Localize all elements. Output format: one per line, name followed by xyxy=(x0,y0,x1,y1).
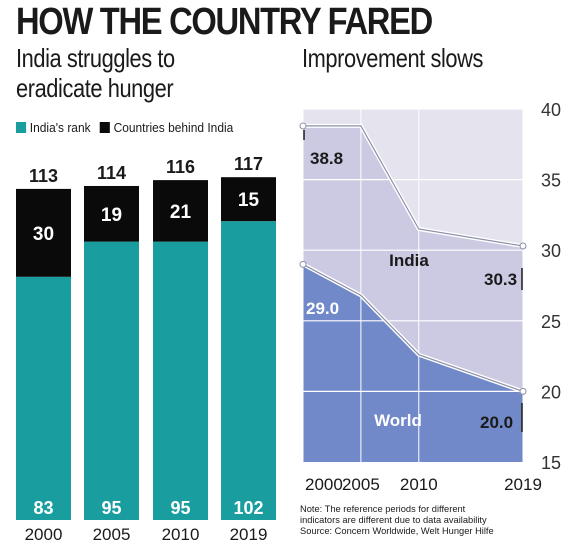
y-tick-15: 15 xyxy=(541,453,561,473)
note-line-1: Note: The reference periods for differen… xyxy=(300,504,466,515)
label-world-2000: 29.0 xyxy=(306,299,339,318)
y-tick-40: 40 xyxy=(541,100,561,120)
bar-x-tick-2005: 2005 xyxy=(93,525,131,544)
area-x-tick-2000: 2000 xyxy=(305,475,343,494)
legend-swatch-rank xyxy=(16,122,27,133)
bar-rank-2019 xyxy=(221,221,276,520)
bar-behind-2000 xyxy=(16,188,71,277)
y-tick-35: 35 xyxy=(541,171,561,191)
bar-rank-2000 xyxy=(16,276,71,520)
world-line xyxy=(302,263,524,392)
bar-total-label-2000: 113 xyxy=(29,166,58,186)
left-chart-title-line2: eradicate hunger xyxy=(16,73,174,103)
series-label-india: India xyxy=(389,251,429,270)
area-x-tick-2010: 2010 xyxy=(400,475,438,494)
bar-rank-2010 xyxy=(153,241,208,520)
bar-behind-label-2000: 30 xyxy=(33,224,54,245)
y-tick-20: 20 xyxy=(541,382,561,402)
legend-item-behind: Countries behind India xyxy=(99,120,234,135)
legend-label-rank: India's rank xyxy=(29,120,91,135)
series-label-world: World xyxy=(374,411,422,430)
india-line xyxy=(303,125,524,247)
bar-x-tick-2000: 2000 xyxy=(25,525,63,544)
headline: HOW THE COUNTRY FARED xyxy=(16,1,433,43)
legend-swatch-behind xyxy=(99,122,110,133)
world-point-2000 xyxy=(299,260,307,268)
india-point-2019 xyxy=(519,242,527,250)
bar-behind-label-2005: 19 xyxy=(101,205,122,226)
area-x-tick-2019: 2019 xyxy=(504,475,542,494)
bar-behind-2010 xyxy=(153,180,208,242)
left-chart-title-line1: India struggles to xyxy=(16,43,175,73)
bar-x-tick-2010: 2010 xyxy=(162,525,200,544)
bar-behind-label-2010: 21 xyxy=(170,202,192,223)
world-area xyxy=(303,264,523,462)
world-point-2019 xyxy=(519,387,527,395)
india-point-2000 xyxy=(299,122,307,130)
bar-x-tick-2019: 2019 xyxy=(230,525,268,544)
legend-item-rank: India's rank xyxy=(16,120,91,135)
bar-total-label-2019: 117 xyxy=(234,154,263,174)
note-line-2: indicators are different due to data ava… xyxy=(300,515,487,526)
bar-behind-2005 xyxy=(84,185,139,242)
source-line: Source: Concern Worldwide, Welt Hunger H… xyxy=(300,526,494,537)
bar-behind-label-2019: 15 xyxy=(238,190,260,211)
y-tick-30: 30 xyxy=(541,241,561,261)
bar-rank-label-2000: 83 xyxy=(33,498,53,518)
area-x-tick-2005: 2005 xyxy=(342,475,380,494)
bar-rank-label-2010: 95 xyxy=(170,498,190,518)
left-chart-title: India struggles to eradicate hunger xyxy=(16,43,268,103)
footnote: Note: The reference periods for differen… xyxy=(300,504,494,537)
bar-total-label-2010: 116 xyxy=(166,157,195,177)
bar-rank-label-2019: 102 xyxy=(233,498,263,518)
right-chart-title: Improvement slows xyxy=(302,43,483,73)
label-india-2000: 38.8 xyxy=(310,149,343,168)
label-india-2019: 30.3 xyxy=(484,270,517,289)
bar-behind-2019 xyxy=(221,177,276,222)
legend-label-behind: Countries behind India xyxy=(113,120,234,135)
y-tick-25: 25 xyxy=(541,312,561,332)
bar-rank-label-2005: 95 xyxy=(101,498,121,518)
bar-legend: India's rank Countries behind India xyxy=(16,120,242,135)
bar-total-label-2005: 114 xyxy=(97,163,126,183)
bar-rank-2005 xyxy=(84,241,139,520)
label-world-2019: 20.0 xyxy=(480,413,513,432)
